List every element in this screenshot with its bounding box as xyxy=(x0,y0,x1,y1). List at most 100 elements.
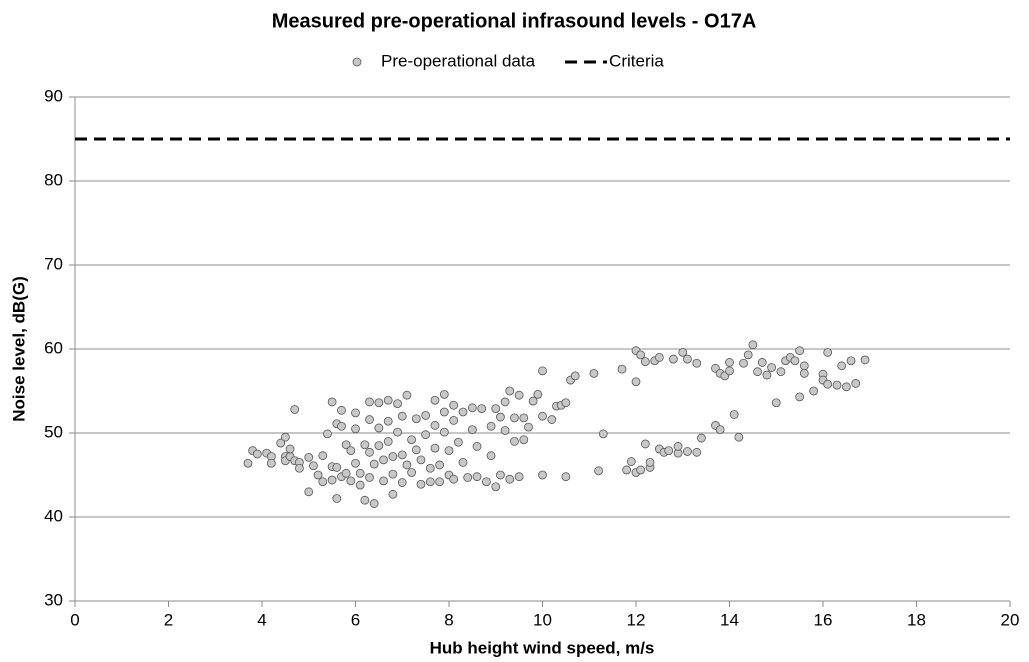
data-point xyxy=(654,352,664,362)
data-point xyxy=(837,361,847,371)
data-point xyxy=(327,475,337,485)
data-point xyxy=(290,405,300,414)
data-point xyxy=(416,479,426,489)
data-point xyxy=(374,398,384,408)
data-point xyxy=(341,468,351,478)
data-point xyxy=(397,411,407,421)
data-point xyxy=(467,425,477,435)
x-tick-label: 2 xyxy=(164,610,173,629)
data-point xyxy=(393,399,402,409)
data-point xyxy=(528,396,538,406)
data-point xyxy=(640,357,650,367)
data-point xyxy=(524,422,533,432)
data-point xyxy=(360,495,370,505)
data-point xyxy=(767,363,776,372)
data-point xyxy=(519,413,529,423)
data-point xyxy=(439,407,449,417)
data-point xyxy=(407,468,417,477)
data-point xyxy=(388,489,398,499)
data-point xyxy=(341,440,351,450)
data-point xyxy=(692,447,702,457)
x-tick-label: 6 xyxy=(351,610,360,629)
data-point xyxy=(355,468,365,478)
data-point xyxy=(514,390,524,400)
data-point xyxy=(832,380,842,390)
data-point xyxy=(683,447,692,456)
data-point xyxy=(369,459,379,469)
data-point xyxy=(402,390,412,400)
legend-label: Criteria xyxy=(609,51,664,70)
data-point xyxy=(276,438,286,448)
data-point xyxy=(636,350,646,360)
data-point xyxy=(388,469,398,479)
data-point xyxy=(285,444,295,454)
x-tick-label: 4 xyxy=(257,610,266,629)
y-tick-label: 50 xyxy=(44,422,63,441)
data-point xyxy=(351,424,360,434)
data-point xyxy=(678,347,688,357)
legend-label: Pre-operational data xyxy=(381,51,536,70)
data-point xyxy=(486,451,496,461)
data-point xyxy=(444,446,454,456)
data-point xyxy=(266,458,276,468)
x-tick-label: 14 xyxy=(720,610,739,629)
data-point xyxy=(645,457,655,467)
data-point xyxy=(748,340,758,350)
data-point xyxy=(594,466,603,476)
data-point xyxy=(851,379,861,388)
data-point xyxy=(327,397,337,407)
data-point xyxy=(547,415,557,424)
data-point xyxy=(351,458,360,468)
y-tick-label: 40 xyxy=(44,506,63,525)
data-point xyxy=(683,354,692,364)
data-point xyxy=(430,395,440,405)
data-point xyxy=(369,499,379,508)
data-point xyxy=(351,408,360,418)
data-point xyxy=(467,403,477,413)
data-point xyxy=(365,397,374,407)
data-point xyxy=(795,392,805,402)
data-point xyxy=(753,367,762,377)
x-tick-label: 18 xyxy=(907,610,926,629)
data-point xyxy=(280,432,290,442)
data-point xyxy=(491,482,501,492)
data-point xyxy=(318,477,328,487)
data-point xyxy=(332,494,342,503)
data-point xyxy=(561,472,571,482)
data-point xyxy=(561,398,571,408)
data-point xyxy=(538,411,547,421)
data-point xyxy=(304,452,314,462)
data-point xyxy=(323,429,332,439)
data-point xyxy=(500,397,510,407)
data-point xyxy=(365,447,374,457)
y-tick-label: 90 xyxy=(44,86,63,105)
data-point xyxy=(481,477,491,487)
data-point xyxy=(505,474,515,484)
data-point xyxy=(397,450,407,460)
data-point xyxy=(374,423,384,433)
data-point xyxy=(734,432,744,442)
data-point xyxy=(472,472,482,482)
data-point xyxy=(337,405,346,415)
data-point xyxy=(337,421,346,431)
y-tick-label: 70 xyxy=(44,254,63,273)
y-tick-label: 60 xyxy=(44,338,63,357)
data-point xyxy=(500,426,510,435)
data-point xyxy=(304,487,314,497)
x-tick-label: 10 xyxy=(533,610,552,629)
data-point xyxy=(729,410,739,419)
data-point xyxy=(421,430,431,440)
data-point xyxy=(397,478,407,487)
data-point xyxy=(841,382,851,392)
data-point xyxy=(795,346,805,356)
data-point xyxy=(519,435,529,445)
y-tick-label: 30 xyxy=(44,590,63,609)
data-point xyxy=(715,425,725,435)
data-point xyxy=(360,440,370,450)
data-point xyxy=(538,470,547,480)
data-point xyxy=(449,400,459,410)
data-point xyxy=(421,410,431,420)
data-point xyxy=(510,436,519,446)
chart-title: Measured pre-operational infrasound leve… xyxy=(272,10,757,32)
data-point xyxy=(365,473,374,482)
